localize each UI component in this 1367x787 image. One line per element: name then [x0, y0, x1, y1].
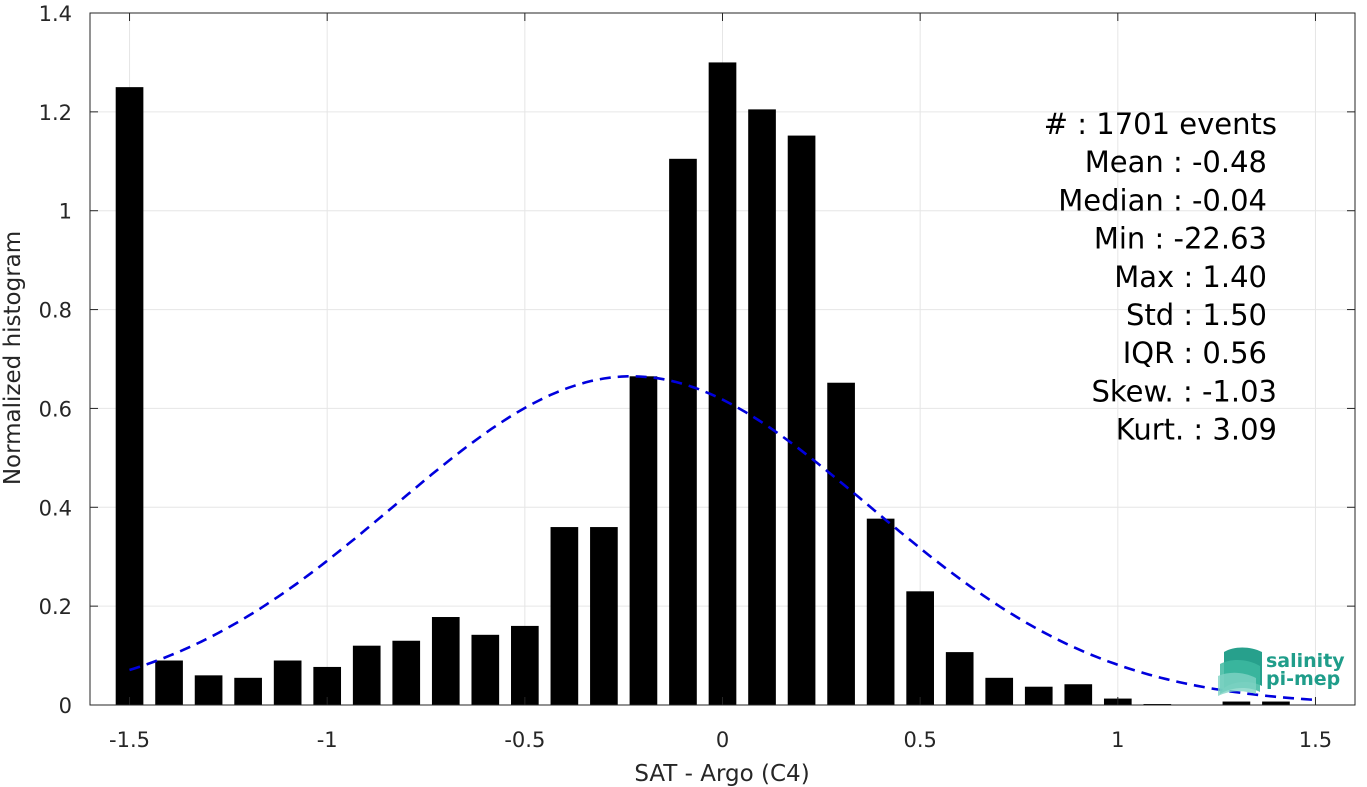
y-tick-label: 0 — [59, 694, 72, 718]
y-tick-label: 0.2 — [39, 595, 72, 619]
y-axis-label: Normalized histogram — [0, 231, 26, 485]
y-axis-ticks: 0 0.2 0.4 0.6 0.8 1 1.2 1.4 — [39, 2, 1355, 718]
histogram-bar — [1064, 684, 1093, 705]
histogram-bar — [629, 376, 658, 705]
y-tick-label: 1 — [59, 200, 72, 224]
y-tick-label: 0.8 — [39, 299, 72, 323]
salinity-pi-mep-logo: salinity pi-mep — [1218, 647, 1345, 696]
x-tick-label: 1 — [1111, 728, 1124, 752]
x-tick-label: -1 — [317, 728, 338, 752]
stat-line: Skew. : -1.03 — [1091, 374, 1277, 408]
histogram-bar — [471, 634, 500, 705]
histogram-bar — [787, 135, 816, 705]
histogram-bar — [708, 62, 737, 705]
logo-line1: salinity — [1266, 650, 1345, 672]
histogram-bar — [985, 677, 1014, 705]
stat-line: IQR : 0.56 — [1123, 336, 1267, 370]
stat-line: Max : 1.40 — [1114, 260, 1267, 294]
histogram-bar — [392, 640, 421, 705]
histogram-bar — [115, 87, 144, 705]
histogram-bar — [1262, 701, 1290, 705]
x-tick-label: -0.5 — [504, 728, 545, 752]
statistics-box: # : 1701 events Mean : -0.48 Median : -0.0… — [1044, 107, 1277, 447]
histogram-bar — [1024, 686, 1053, 705]
histogram-bar — [273, 660, 302, 705]
stat-line: Mean : -0.48 — [1085, 145, 1267, 179]
histogram-bar — [550, 527, 579, 705]
histogram-bar — [511, 625, 539, 705]
stat-line: Kurt. : 3.09 — [1116, 413, 1277, 447]
y-tick-label: 0.4 — [39, 496, 72, 520]
x-tick-label: 0 — [716, 728, 729, 752]
histogram-bar — [194, 675, 223, 705]
y-tick-label: 1.4 — [39, 2, 72, 26]
x-tick-label: 0.5 — [903, 728, 936, 752]
histogram-bar — [945, 652, 974, 705]
histogram-bar — [590, 527, 618, 705]
gaussian-fit-curve — [129, 375, 1316, 702]
histogram-bar — [748, 109, 776, 705]
histogram-bar — [352, 645, 381, 705]
stat-line: Min : -22.63 — [1094, 222, 1267, 256]
wave-logo-icon — [1218, 647, 1262, 696]
histogram-bar — [1222, 701, 1251, 705]
histogram-bar — [906, 591, 934, 705]
y-tick-label: 1.2 — [39, 101, 72, 125]
histogram-bars — [115, 62, 1290, 706]
stat-line: # : 1701 events — [1044, 107, 1277, 141]
histogram-bar — [827, 382, 855, 705]
stat-line: Std : 1.50 — [1126, 298, 1267, 332]
x-axis-ticks: -1.5 -1 -0.5 0 0.5 1 1.5 — [109, 13, 1332, 752]
histogram-bar — [866, 518, 895, 705]
histogram-bar — [431, 617, 460, 705]
stat-line: Median : -0.04 — [1058, 183, 1267, 217]
x-tick-label: 1.5 — [1299, 728, 1332, 752]
histogram-bar — [669, 158, 697, 706]
histogram-bar — [155, 660, 183, 705]
logo-line2: pi-mep — [1266, 668, 1340, 690]
y-tick-label: 0.6 — [39, 397, 72, 421]
x-tick-label: -1.5 — [109, 728, 150, 752]
histogram-bar — [234, 677, 262, 705]
x-axis-label: SAT - Argo (C4) — [634, 761, 809, 787]
